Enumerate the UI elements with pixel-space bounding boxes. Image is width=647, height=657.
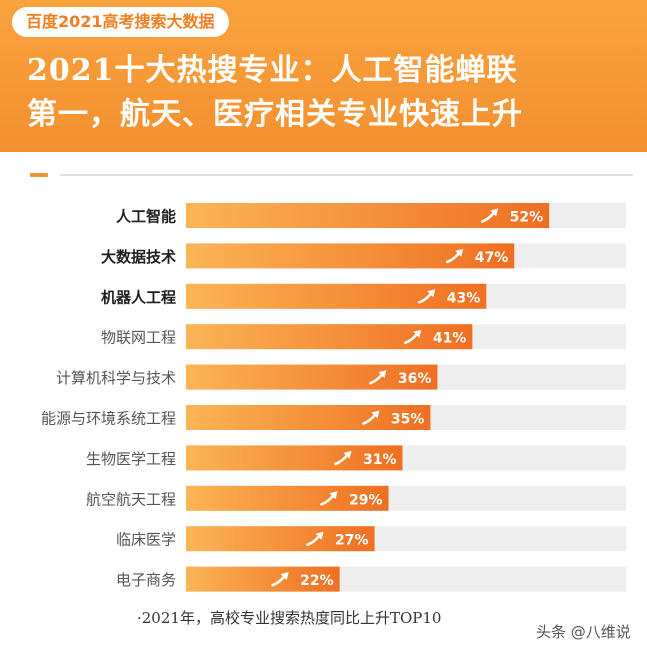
chart-footnote: ·2021年，高校专业搜索热度同比上升TOP10 [137,609,442,627]
category-label: 物联网工程 [101,329,176,347]
bar-row: 电子商务 22% [116,566,626,592]
bar-row: 能源与环境系统工程 35% [41,405,626,430]
watermark: 头条 @八维说 [536,623,631,641]
value-label: 52% [510,210,544,226]
rising-arrow-icon [306,531,324,546]
rising-arrow-icon [369,370,387,385]
header-banner: 百度2021高考搜索大数据 2021十大热搜专业：人工智能蝉联 第一，航天、医疗… [0,0,647,152]
page-title-line-1: 2021十大热搜专业：人工智能蝉联 [27,53,518,88]
bar [186,566,340,592]
category-label: 航空航天工程 [86,490,176,508]
bar-row: 航空航天工程 29% [86,485,626,511]
bar [186,445,403,471]
section-divider [60,174,633,176]
category-label: 电子商务 [116,571,176,589]
section-accent-dash [30,173,48,177]
value-label: 35% [391,412,425,428]
value-label: 41% [433,331,467,347]
rising-arrow-icon [445,248,464,264]
value-label: 27% [335,533,369,549]
bar-row: 生物医学工程 31% [86,445,626,471]
page-title-line-2: 第一，航天、医疗相关专业快速上升 [27,97,523,132]
bar [186,485,389,511]
bar [186,203,550,228]
value-label: 47% [475,250,509,266]
rising-arrow-icon [418,289,436,304]
rising-arrow-icon [362,410,380,425]
value-label: 43% [447,290,481,306]
value-label: 36% [398,371,432,387]
rising-arrow-icon [480,208,499,223]
category-label: 计算机科学与技术 [56,369,176,387]
category-label: 机器人工程 [101,288,176,306]
bar-row: 人工智能 52% [116,203,626,228]
bar-row: 计算机科学与技术 36% [56,364,626,390]
source-tag: 百度2021高考搜索大数据 [12,7,229,37]
value-label: 22% [300,573,334,589]
category-label: 人工智能 [116,208,176,226]
value-label: 29% [349,492,383,508]
category-label: 能源与环境系统工程 [41,410,176,428]
bar-row: 机器人工程 43% [101,283,626,309]
category-label: 临床医学 [116,531,176,549]
rising-arrow-icon [271,572,289,587]
bar [186,243,515,269]
category-label: 生物医学工程 [86,450,176,468]
rising-arrow-icon [334,450,352,466]
bar [186,324,473,350]
value-label: 31% [363,452,397,468]
bar [186,405,431,430]
bar [186,283,487,309]
rising-arrow-icon [404,329,422,344]
bar-row: 物联网工程 41% [101,324,626,350]
rising-arrow-icon [320,491,338,506]
bar [186,526,375,552]
bar [186,364,438,390]
bar-row: 临床医学 27% [116,526,626,552]
category-label: 大数据技术 [101,248,176,266]
bar-row: 大数据技术 47% [101,243,626,269]
